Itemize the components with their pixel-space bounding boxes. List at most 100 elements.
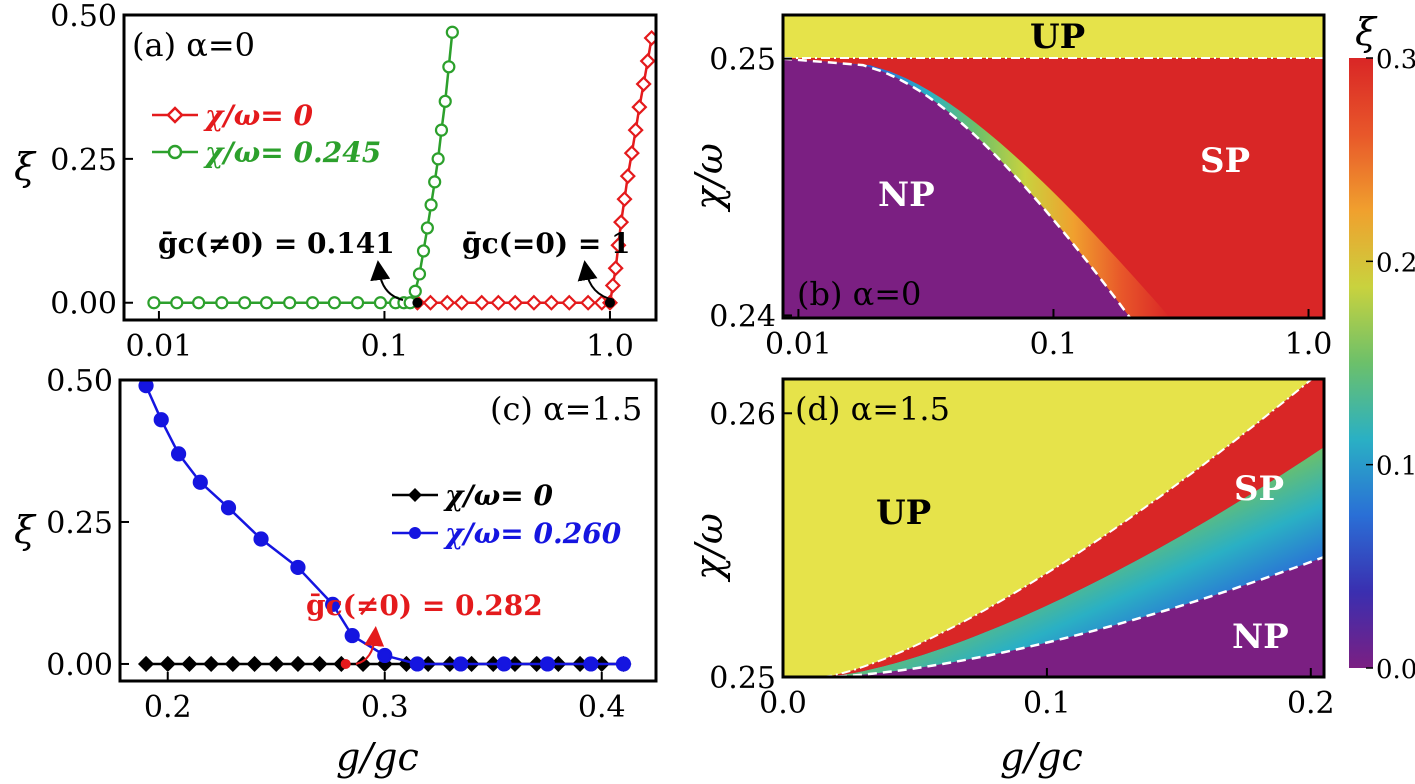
ytick-label-b-1: 0.25 bbox=[709, 43, 776, 78]
point-a-0-15 bbox=[610, 237, 627, 254]
critical-point-c-0 bbox=[340, 658, 351, 669]
panel-b-frame bbox=[781, 13, 1326, 320]
point-c-1-10 bbox=[409, 656, 425, 672]
panel-a: 0.01 0.1 1.0 0.00 0.25 0.50 (a) α=0 ξ χ/ω= 0 … bbox=[14, 0, 658, 364]
colorbar-tick-label-0: 0.0 bbox=[1376, 655, 1415, 685]
critical-label-a-zero: ḡc(=0) = 1 bbox=[462, 227, 631, 260]
point-a-1-16 bbox=[416, 244, 431, 258]
point-a-0-1 bbox=[422, 294, 439, 311]
panel-d-frame bbox=[781, 377, 1326, 679]
legend-a-text-0: χ/ω= 0 bbox=[203, 99, 314, 132]
point-a-0-13 bbox=[604, 277, 621, 294]
point-c-1-5 bbox=[253, 531, 269, 547]
region-b-UP bbox=[783, 15, 1324, 58]
panel-a-ylabel: ξ bbox=[14, 145, 37, 189]
panel-b: 0.01 0.1 1.0 0.24 0.25 UP NP SP (b) α=0 χ/ω bbox=[687, 13, 1333, 362]
point-a-1-8 bbox=[327, 296, 342, 310]
point-c-0-10 bbox=[354, 655, 372, 673]
critical-arrow-c bbox=[355, 626, 385, 665]
xtick-label-c-0: 0.2 bbox=[144, 690, 192, 725]
panel-b-label: (b) α=0 bbox=[797, 275, 921, 313]
point-c-1-14 bbox=[583, 656, 599, 672]
region-label-d-SP: SP bbox=[1234, 469, 1284, 509]
point-a-0-23 bbox=[639, 52, 656, 70]
point-c-1-3 bbox=[192, 474, 208, 490]
colorbar: ξ 0.0 0.1 0.2 0.3 bbox=[1349, 10, 1415, 685]
point-c-1-8 bbox=[344, 627, 360, 644]
point-a-1-23 bbox=[442, 60, 456, 74]
point-c-0-4 bbox=[224, 655, 241, 673]
point-c-1-4 bbox=[220, 500, 237, 516]
region-label-b-SP: SP bbox=[1200, 141, 1250, 181]
point-c-1-6 bbox=[290, 559, 306, 576]
point-c-1-13 bbox=[539, 656, 556, 672]
ytick-label-c-2: 0.50 bbox=[46, 364, 113, 399]
point-a-0-9 bbox=[561, 294, 578, 311]
point-c-0-0 bbox=[137, 655, 155, 673]
legend-c-marker-1 bbox=[409, 527, 421, 539]
xtick-label-d-2: 0.2 bbox=[1287, 686, 1335, 721]
xtick-label-b-2: 1.0 bbox=[1285, 327, 1333, 362]
ytick-label-b-0: 0.24 bbox=[709, 299, 776, 334]
boundary-d-dashed bbox=[822, 555, 1324, 677]
panel-b-ylabel: χ/ω bbox=[687, 143, 731, 213]
region-d-UP bbox=[783, 379, 1312, 677]
ytick-label-d-0: 0.25 bbox=[709, 661, 776, 696]
point-a-1-19 bbox=[428, 175, 442, 189]
legend-c-text-0: χ/ω= 0 bbox=[443, 479, 554, 512]
point-a-0-8 bbox=[543, 294, 560, 311]
colorbar-gradient bbox=[1349, 58, 1373, 668]
colorbar-tick-label-3: 0.3 bbox=[1376, 45, 1415, 75]
point-c-0-7 bbox=[289, 655, 306, 673]
point-c-1-2 bbox=[170, 446, 187, 462]
point-c-0-6 bbox=[268, 655, 285, 673]
xtick-label-d-1: 0.1 bbox=[1023, 686, 1071, 721]
colorbar-tick-label-1: 0.1 bbox=[1376, 452, 1415, 482]
legend-c-marker-0 bbox=[408, 488, 422, 502]
legend-c-text-1: χ/ω= 0.260 bbox=[443, 517, 622, 550]
point-a-0-5 bbox=[490, 294, 507, 311]
region-label-d-NP: NP bbox=[1232, 617, 1289, 657]
point-c-0-8 bbox=[311, 655, 328, 673]
panel-a-frame bbox=[122, 13, 658, 322]
critical-point-a-0 bbox=[412, 297, 423, 308]
ytick-label-a-2: 0.50 bbox=[50, 0, 117, 34]
point-a-1-17 bbox=[420, 221, 434, 235]
point-a-1-1 bbox=[170, 296, 184, 310]
series-line-c-1 bbox=[144, 385, 624, 666]
point-a-0-7 bbox=[525, 294, 542, 311]
point-a-1-22 bbox=[438, 94, 452, 108]
point-c-0-1 bbox=[159, 655, 176, 673]
colorbar-tick-label-2: 0.2 bbox=[1376, 248, 1415, 278]
point-a-0-18 bbox=[619, 168, 636, 185]
point-a-0-16 bbox=[613, 214, 630, 231]
point-a-1-0 bbox=[147, 296, 161, 310]
point-c-1-15 bbox=[615, 656, 632, 672]
legend-a-marker-1 bbox=[167, 144, 183, 160]
xtick-label-d-0: 0.0 bbox=[759, 686, 807, 721]
point-a-0-14 bbox=[607, 260, 624, 277]
point-a-0-20 bbox=[627, 122, 644, 139]
point-c-1-0 bbox=[138, 380, 154, 394]
legend-a-marker-0 bbox=[166, 106, 184, 124]
xtick-label-c-1: 0.3 bbox=[361, 690, 409, 725]
point-a-1-18 bbox=[424, 198, 438, 212]
xtick-label-a-1: 0.1 bbox=[361, 329, 409, 364]
point-c-1-12 bbox=[496, 656, 512, 672]
xtick-label-a-0: 0.01 bbox=[126, 329, 193, 364]
gradient-band-b bbox=[783, 58, 1171, 318]
xtick-label-b-1: 0.1 bbox=[1030, 327, 1078, 362]
critical-arrow-a-nonzero bbox=[370, 260, 404, 301]
point-a-0-2 bbox=[439, 294, 456, 311]
point-a-1-6 bbox=[283, 296, 297, 310]
point-a-1-21 bbox=[434, 123, 449, 137]
point-a-1-4 bbox=[238, 296, 252, 310]
point-a-1-2 bbox=[192, 296, 206, 310]
point-a-1-24 bbox=[445, 25, 459, 39]
panel-d-xlabel: g/gc bbox=[1000, 735, 1083, 779]
panel-c-label: (c) α=1.5 bbox=[490, 390, 642, 428]
point-c-0-2 bbox=[181, 655, 198, 673]
critical-label-c: ḡc(≠0) = 0.282 bbox=[306, 589, 543, 622]
point-a-1-10 bbox=[373, 296, 388, 310]
